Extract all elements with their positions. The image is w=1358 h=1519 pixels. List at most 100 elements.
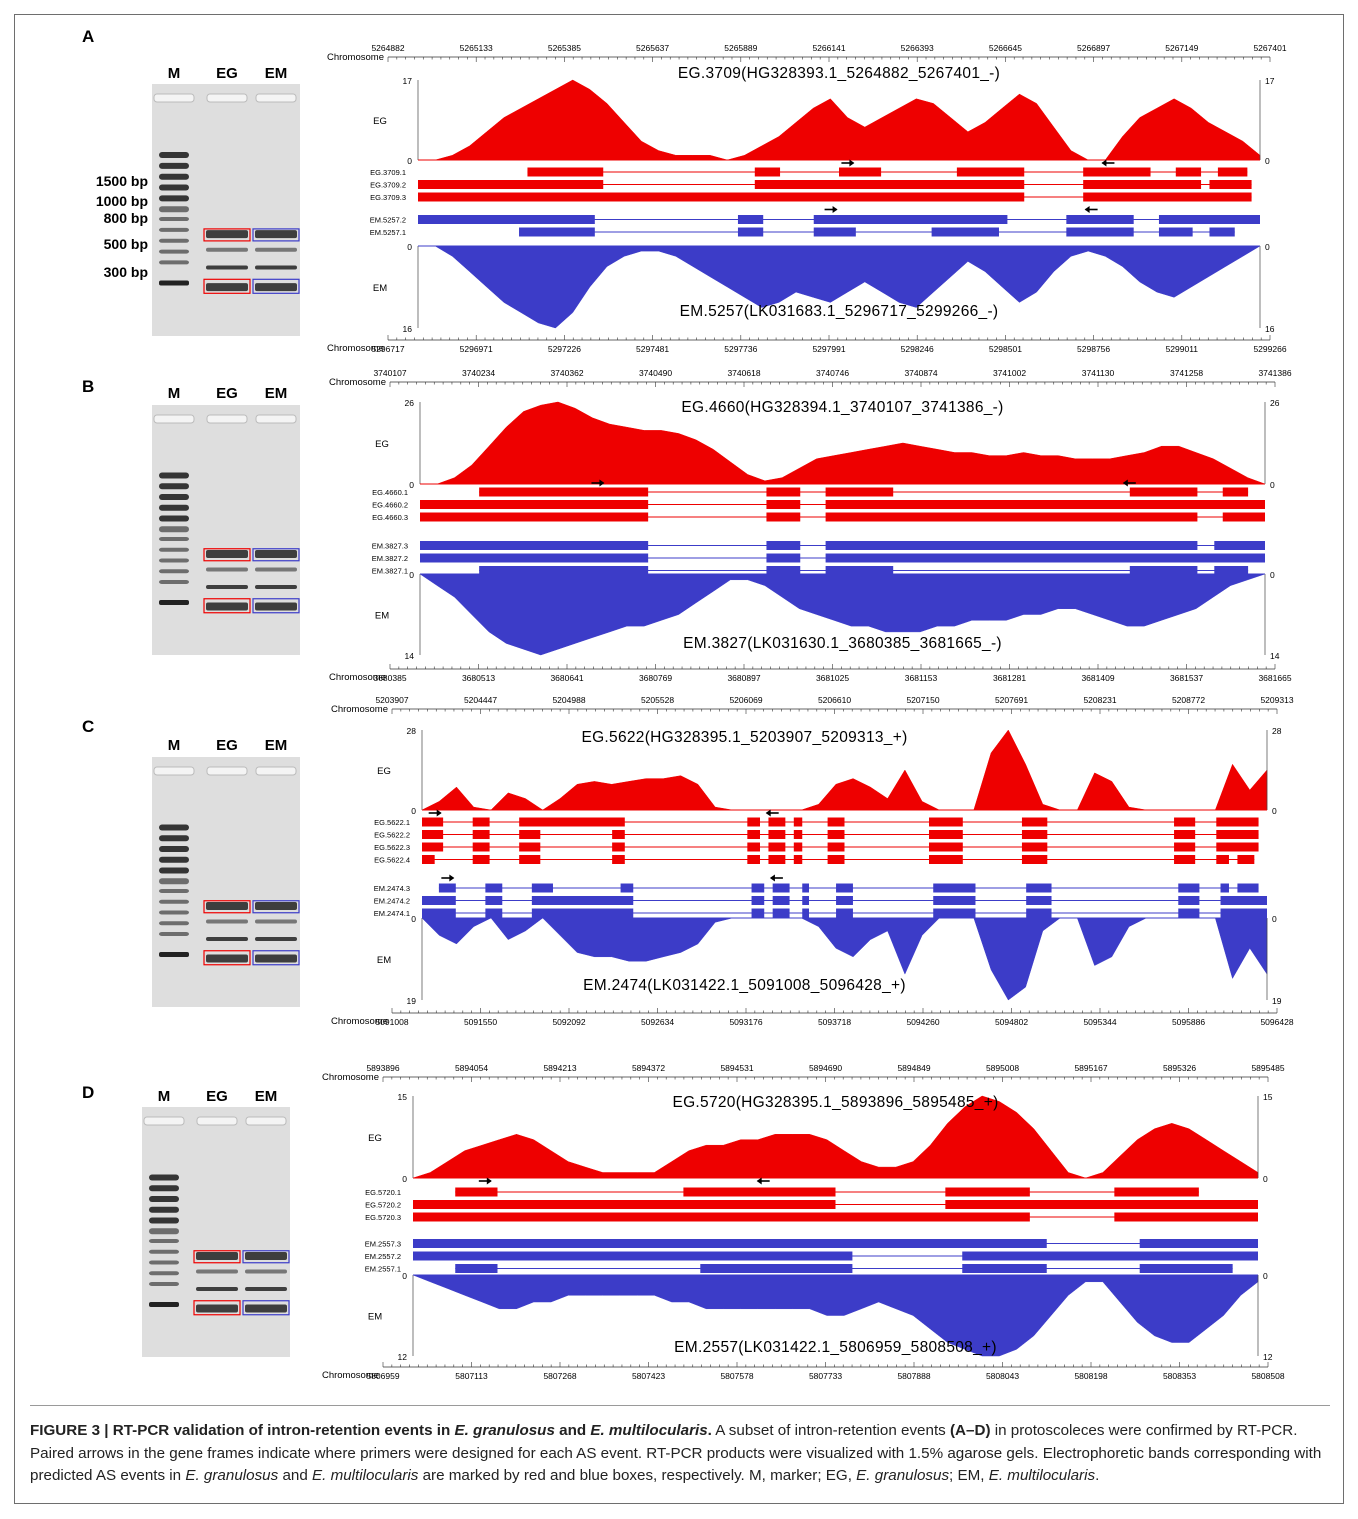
exon-block xyxy=(1216,842,1259,852)
exon-block xyxy=(768,842,786,852)
scale-label: 0 xyxy=(1265,156,1270,166)
exon-block xyxy=(813,227,856,237)
exon-block xyxy=(933,908,976,918)
track-label: EG xyxy=(373,116,387,127)
scale-label: 15 xyxy=(1263,1092,1273,1102)
exon-block xyxy=(827,817,845,827)
ladder-band xyxy=(149,1228,179,1235)
tick-label: 5266897 xyxy=(1077,43,1110,53)
arrow-head xyxy=(832,206,838,213)
arrow-head xyxy=(849,159,855,167)
marker-label: 500 bp xyxy=(104,236,148,252)
tick-label: 5807268 xyxy=(543,1371,576,1381)
em-transcripts: EM.5257.2 EM.5257.1 xyxy=(370,215,1260,237)
exon-block xyxy=(1222,512,1265,522)
panel-letter: C xyxy=(82,717,94,736)
eg-transcripts: EG.4660.1 EG.4660.2 EG.4660.3 xyxy=(372,487,1265,522)
scale-label: 28 xyxy=(1272,726,1282,736)
exon-block xyxy=(531,908,634,918)
reverse-primer-arrow xyxy=(1084,206,1098,213)
caption-divider xyxy=(30,1405,1330,1406)
exon-block xyxy=(1216,830,1259,839)
ladder-band xyxy=(159,932,189,936)
transcript-label: EM.3827.1 xyxy=(372,567,408,576)
scale-label: 0 xyxy=(1272,806,1277,816)
exon-block xyxy=(1066,215,1134,224)
tick-label: 5203907 xyxy=(375,695,408,705)
marker-label: 300 bp xyxy=(104,264,148,280)
tick-label: 5297481 xyxy=(636,344,669,354)
exon-block xyxy=(802,896,810,905)
tick-label: 5299011 xyxy=(1166,344,1199,354)
exon-block xyxy=(1083,192,1252,202)
transcript-label: EG.3709.2 xyxy=(370,181,406,190)
sample-band xyxy=(255,247,297,252)
em-coverage xyxy=(412,1274,1259,1357)
exon-block xyxy=(772,896,790,905)
ladder-band xyxy=(159,878,189,885)
tick-label: 5204988 xyxy=(552,695,585,705)
exon-block xyxy=(766,553,801,563)
tick-label: 5207691 xyxy=(995,695,1028,705)
tick-label: 5807733 xyxy=(809,1371,842,1381)
scale-label: 0 xyxy=(402,1271,407,1281)
ladder-band xyxy=(159,152,189,159)
exon-block xyxy=(422,896,456,905)
arrow-head xyxy=(769,874,775,882)
exon-block xyxy=(751,896,765,905)
exon-block xyxy=(793,842,803,852)
transcript-label: EM.2474.2 xyxy=(374,897,410,906)
ladder-band xyxy=(159,921,189,926)
tick-label: 5893896 xyxy=(366,1063,399,1073)
forward-primer-arrow xyxy=(591,479,605,487)
band-box xyxy=(193,1250,241,1264)
panel-c: C M EG EM 5203907 5204447 5204988 5205528 520606… xyxy=(82,695,1294,1027)
tick-label: 3740107 xyxy=(373,368,406,378)
em-transcripts: EM.3827.3 EM.3827.2 EM.3827.1 xyxy=(372,541,1265,576)
band-box xyxy=(252,548,300,562)
exon-block xyxy=(929,817,963,827)
sample-band xyxy=(206,247,248,252)
exon-block xyxy=(1026,896,1052,905)
tick-label: 3741130 xyxy=(1082,368,1115,378)
scale-label: 17 xyxy=(1265,76,1275,86)
exon-block xyxy=(1139,1264,1233,1273)
tick-label: 5297991 xyxy=(812,344,845,354)
band-box xyxy=(242,1300,290,1316)
tick-label: 5894690 xyxy=(809,1063,842,1073)
eg-coverage-area xyxy=(412,1095,1259,1179)
arrow-head xyxy=(765,809,771,817)
tick-label: 3740234 xyxy=(462,368,495,378)
track-label: EM xyxy=(373,283,387,294)
tick-label: 3681153 xyxy=(905,673,938,683)
ladder-band xyxy=(159,280,189,286)
tick-label: 5808198 xyxy=(1074,1371,1107,1381)
exon-block xyxy=(472,842,490,852)
band-box xyxy=(252,950,300,966)
tick-label: 3681665 xyxy=(1258,673,1291,683)
em-coverage-area xyxy=(412,1274,1259,1357)
exon-block xyxy=(1026,883,1052,893)
tick-label: 5895008 xyxy=(986,1063,1019,1073)
scale-label: 0 xyxy=(409,480,414,490)
exon-block xyxy=(747,855,760,864)
lane-label: EG xyxy=(206,1088,228,1105)
exon-block xyxy=(1114,1212,1258,1222)
exon-block xyxy=(768,855,786,864)
ladder-band xyxy=(159,537,189,541)
scale-label: 12 xyxy=(398,1352,408,1362)
exon-block xyxy=(422,908,456,918)
exon-block xyxy=(747,817,760,827)
transcript-label: EG.3709.3 xyxy=(370,193,406,202)
ladder-band xyxy=(159,515,189,522)
tick-label: 3680897 xyxy=(727,673,760,683)
tick-label: 5092634 xyxy=(641,1017,674,1027)
eg-gene-title: EG.3709(HG328393.1_5264882_5267401_-) xyxy=(678,65,1000,82)
sample-band xyxy=(255,265,297,270)
exon-block xyxy=(1021,817,1048,827)
exon-block xyxy=(929,842,963,852)
gel-well xyxy=(206,414,248,424)
tick-label: 5297226 xyxy=(548,344,581,354)
chromosome-axis: 5091008 5091550 5092092 5092634 5093176 50937… xyxy=(331,1008,1294,1027)
band-box xyxy=(252,228,300,242)
